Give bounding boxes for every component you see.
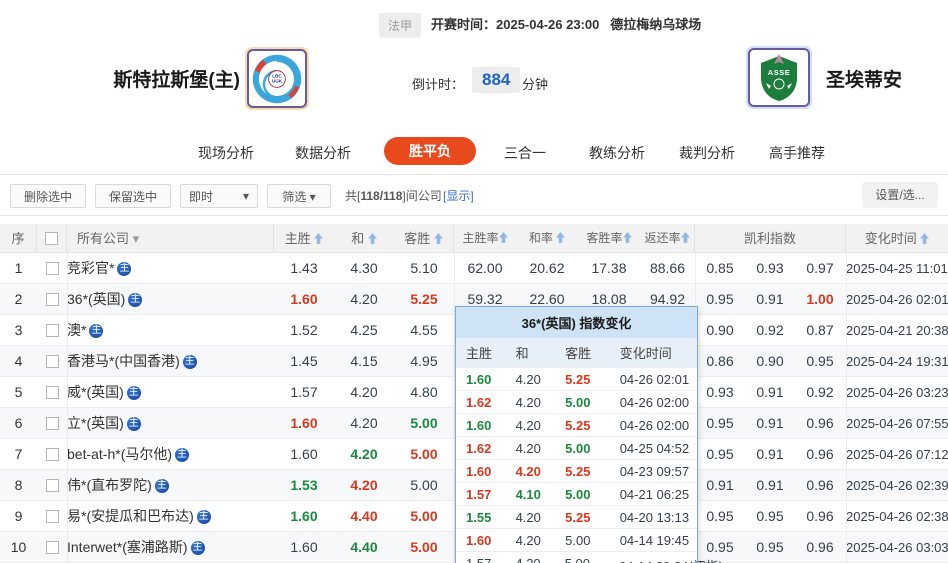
svg-text:UGK: UGK (272, 78, 283, 83)
svg-text:ASSE: ASSE (768, 68, 790, 77)
